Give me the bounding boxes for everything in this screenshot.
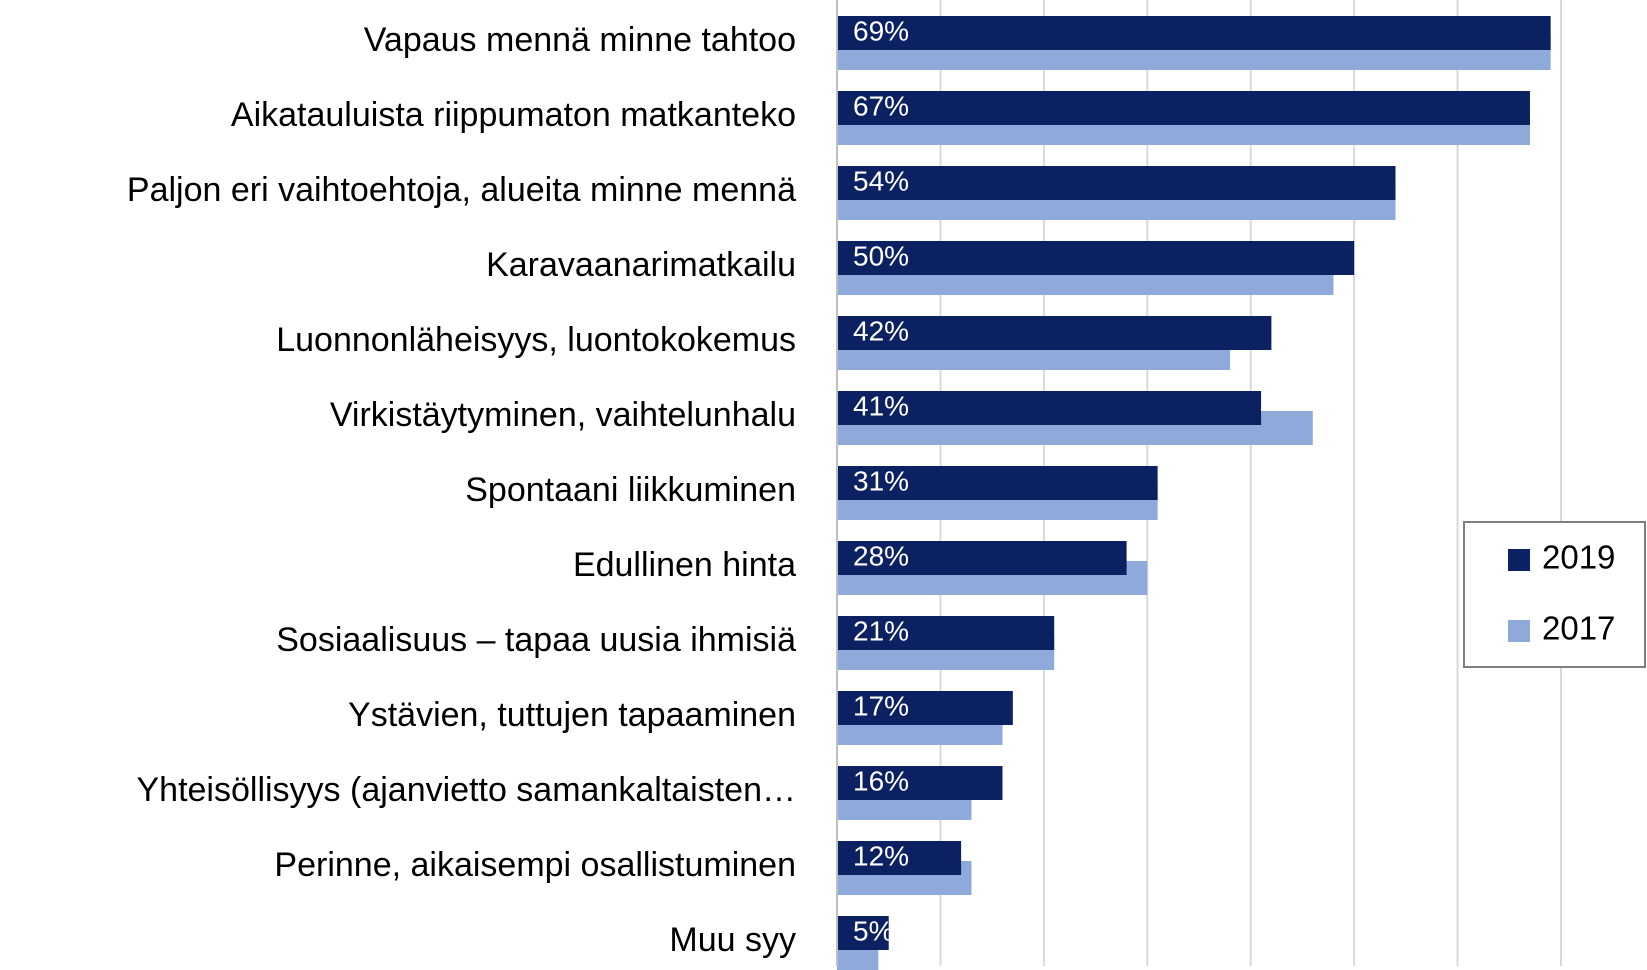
category-label: Yhteisöllisyys (ajanvietto samankaltaist…: [136, 771, 796, 809]
data-label: 16%: [853, 765, 909, 796]
category-label: Karavaanarimatkailu: [486, 246, 796, 284]
legend-label: 2017: [1542, 610, 1615, 647]
bar: [837, 241, 1355, 275]
legend-swatch: [1508, 620, 1530, 642]
data-label: 41%: [853, 390, 909, 421]
data-label: 50%: [853, 240, 909, 271]
category-label: Luonnonläheisyys, luontokokemus: [276, 321, 796, 359]
bar: [837, 766, 1003, 800]
data-label: 28%: [853, 540, 909, 571]
bar: [837, 391, 1262, 425]
category-label: Vapaus mennä minne tahtoo: [364, 21, 796, 59]
category-label: Spontaani liikkuminen: [465, 471, 796, 509]
bar: [837, 541, 1127, 575]
category-label: Virkistäytyminen, vaihtelunhalu: [330, 396, 796, 434]
category-label: Ystävien, tuttujen tapaaminen: [348, 696, 796, 734]
legend-box: [1463, 521, 1646, 668]
legend-swatch: [1508, 549, 1530, 571]
bar: [837, 616, 1055, 650]
bar: [837, 316, 1272, 350]
data-label: 42%: [853, 315, 909, 346]
bar: [837, 841, 962, 875]
data-label: 67%: [853, 90, 909, 121]
data-label: 21%: [853, 615, 909, 646]
data-label: 31%: [853, 465, 909, 496]
bar: [837, 916, 889, 950]
data-label: 69%: [853, 15, 909, 46]
category-label: Paljon eri vaihtoehtoja, alueita minne m…: [127, 171, 796, 209]
data-label: 17%: [853, 690, 909, 721]
category-label: Perinne, aikaisempi osallistuminen: [274, 846, 796, 884]
bar: [837, 91, 1530, 125]
category-label: Edullinen hinta: [573, 546, 796, 584]
bar: [837, 466, 1158, 500]
data-label: 12%: [853, 840, 909, 871]
bar: [837, 16, 1551, 50]
bar: [837, 166, 1396, 200]
category-label: Muu syy: [669, 921, 796, 959]
data-label: 54%: [853, 165, 909, 196]
category-label: Sosiaalisuus – tapaa uusia ihmisiä: [276, 621, 796, 659]
legend-label: 2019: [1542, 539, 1615, 576]
bar: [837, 691, 1013, 725]
category-label: Aikatauluista riippumaton matkanteko: [231, 96, 796, 134]
data-label: 5%: [853, 915, 893, 946]
